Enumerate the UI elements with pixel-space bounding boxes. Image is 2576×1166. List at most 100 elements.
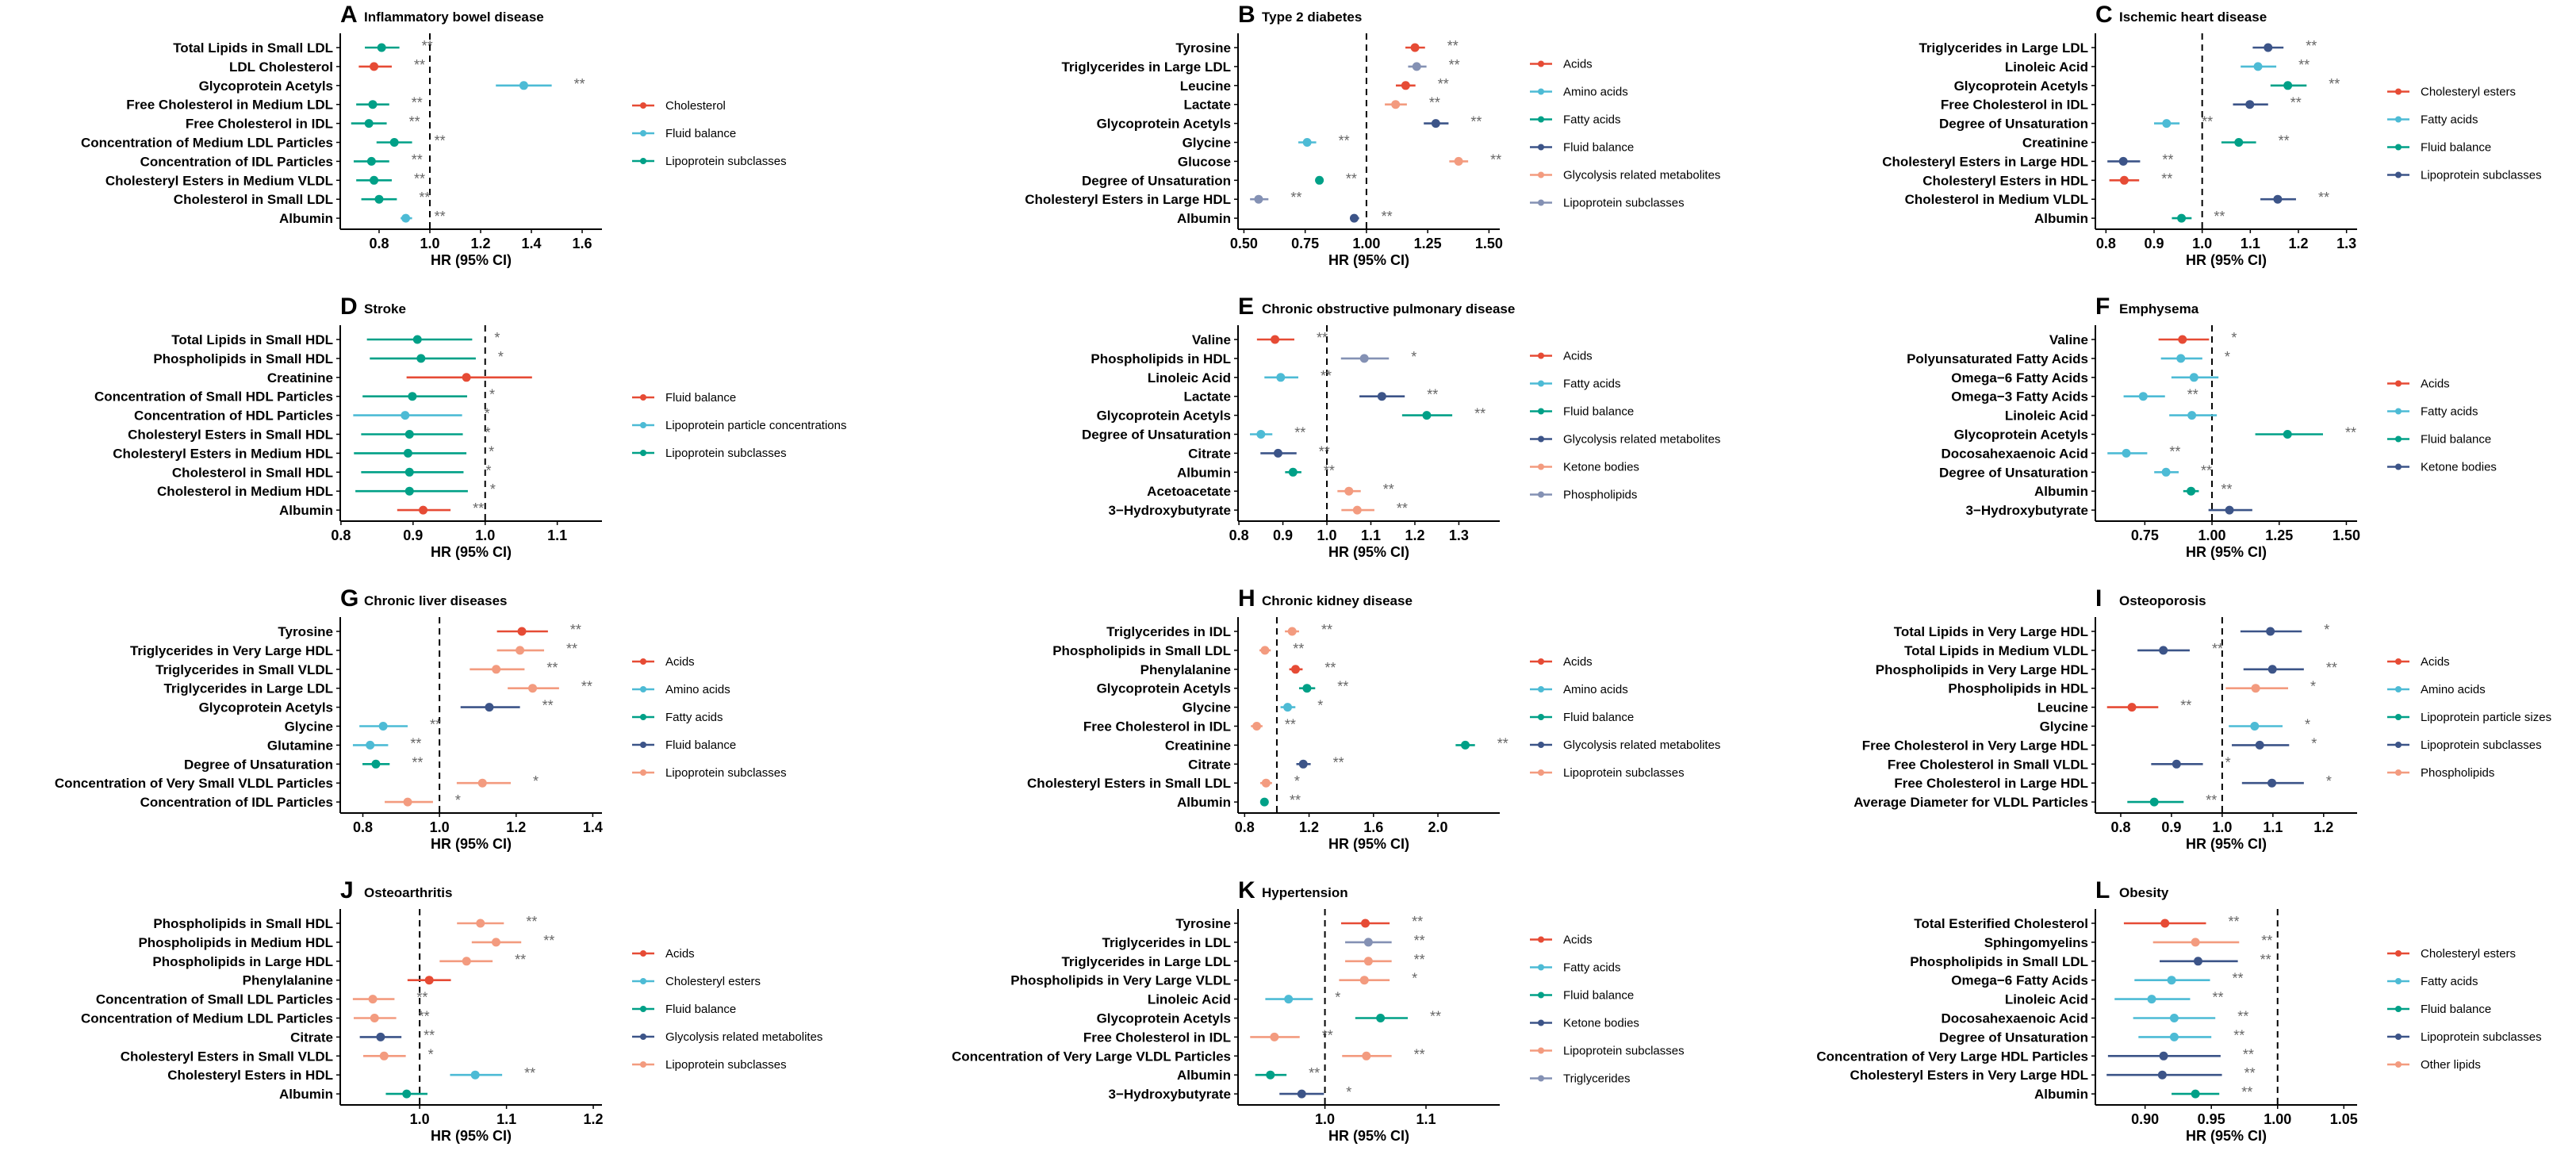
hr-point [2122, 448, 2131, 458]
legend-item: Glycolysis related metabolites [1530, 433, 1720, 447]
hr-point [519, 81, 528, 90]
significance-marker: ** [1414, 933, 1425, 949]
significance-marker: ** [542, 698, 554, 714]
legend-dot-icon [1538, 686, 1544, 692]
row-label: Triglycerides in Large LDL [1061, 59, 1231, 75]
significance-marker: ** [1490, 152, 1501, 167]
hr-point [462, 957, 471, 966]
hr-point [402, 1089, 412, 1099]
legend-label: Glycolysis related metabolites [1563, 169, 1720, 182]
hr-point [2159, 646, 2168, 655]
legend-label: Fatty acids [665, 711, 723, 724]
x-tick-label: 1.0 [430, 819, 450, 835]
hr-point [1431, 119, 1440, 128]
forest-plot-svg: B Type 2 diabetes 0.50 0.75 1.00 1.25 1.50 HR (… [1025, 2, 1720, 268]
significance-marker: ** [416, 990, 427, 1006]
row-label: Docosahexaenoic Acid [1942, 1011, 2089, 1026]
significance-marker: ** [2326, 660, 2337, 676]
hr-point [1290, 665, 1300, 674]
hr-point [424, 976, 434, 985]
hr-point [2177, 213, 2187, 223]
row-label: Linoleic Acid [2005, 992, 2088, 1007]
legend-dot-icon [2395, 435, 2402, 443]
legend-item: Acids [1530, 934, 1593, 947]
legend-item: Ketone bodies [2387, 461, 2497, 474]
significance-marker: ** [1290, 190, 1301, 205]
panel-e: E Chronic obstructive pulmonary disease 0.… [859, 290, 1720, 582]
legend-label: Acids [1563, 655, 1593, 669]
legend-dot-icon [2395, 978, 2402, 984]
legend-item: Ketone bodies [1530, 461, 1639, 474]
significance-marker: * [2311, 735, 2317, 751]
hr-point [2283, 81, 2293, 90]
hr-point [2176, 354, 2186, 363]
significance-marker: * [1346, 1084, 1351, 1100]
significance-marker: ** [1438, 76, 1449, 92]
hr-point [2191, 938, 2200, 947]
legend-item: Acids [632, 947, 695, 961]
hr-point [528, 684, 538, 693]
hr-point [462, 373, 471, 382]
x-tick-label: 1.05 [2330, 1111, 2358, 1127]
row-label: Docosahexaenoic Acid [1942, 446, 2089, 461]
hr-point [404, 467, 414, 477]
legend-dot-icon [2395, 714, 2402, 720]
significance-marker: ** [1383, 481, 1394, 497]
row-label: Cholesteryl Esters in HDL [1922, 173, 2088, 188]
row-label: Glycoprotein Acetyls [1097, 408, 1231, 424]
hr-point [1302, 684, 1312, 693]
panel-l: L Obesity 0.90 0.95 1.00 1.05 HR (95% CI) Total… [1718, 874, 2576, 1166]
hr-point [366, 740, 375, 750]
significance-marker: ** [1321, 622, 1332, 638]
legend-label: Triglycerides [1563, 1072, 1630, 1086]
row-label: Glycine [1183, 700, 1231, 715]
legend-dot-icon [1538, 964, 1544, 971]
legend-dot-icon [640, 742, 646, 748]
row-label: 3−Hydroxybutyrate [1966, 503, 2088, 518]
x-tick-label: 1.1 [2241, 236, 2260, 251]
hr-point [2193, 957, 2202, 966]
hr-point [2160, 919, 2170, 928]
row-label: Phenylalanine [243, 973, 333, 988]
hr-point [477, 778, 487, 788]
forest-plot-svg: G Chronic liver diseases 0.8 1.0 1.2 1.4 HR (9… [55, 585, 787, 852]
x-tick-label: 0.9 [403, 527, 423, 543]
hr-point [2267, 665, 2277, 674]
significance-marker: * [2324, 622, 2329, 638]
hr-point [2178, 335, 2187, 344]
row-label: Glycoprotein Acetyls [1954, 79, 2088, 94]
legend-label: Fluid balance [665, 391, 736, 405]
x-axis-label: HR (95% CI) [431, 544, 512, 560]
row-label: Concentration of Small LDL Particles [96, 992, 333, 1007]
row-label: 3−Hydroxybutyrate [1109, 503, 1231, 518]
hr-point [2234, 138, 2244, 147]
panel-title: Chronic kidney disease [1262, 593, 1413, 608]
hr-point [416, 354, 426, 363]
significance-marker: ** [422, 38, 433, 54]
row-label: Concentration of Very Large HDL Particle… [1816, 1049, 2088, 1064]
row-label: Free Cholesterol in IDL [1083, 719, 1231, 735]
row-label: Lactate [1183, 389, 1231, 405]
x-tick-label: 1.6 [573, 236, 592, 251]
legend-label: Lipoprotein subclasses [1563, 766, 1685, 780]
significance-marker: ** [2318, 190, 2329, 205]
legend-item: Fluid balance [1530, 989, 1634, 1003]
significance-marker: ** [543, 933, 554, 949]
hr-point [2283, 430, 2292, 439]
hr-point [2250, 722, 2260, 731]
legend-label: Fluid balance [665, 127, 736, 140]
significance-marker: ** [1430, 1009, 1441, 1025]
x-axis-label: HR (95% CI) [1328, 544, 1409, 560]
hr-point [1363, 938, 1373, 947]
significance-marker: * [485, 406, 490, 422]
hr-point [2159, 1051, 2168, 1061]
significance-marker: ** [412, 152, 423, 167]
legend-label: Cholesteryl esters [665, 975, 761, 988]
significance-marker: ** [1346, 171, 1357, 186]
legend-label: Fluid balance [1563, 989, 1634, 1003]
legend-dot-icon [640, 422, 646, 428]
panel-title: Obesity [2119, 885, 2169, 900]
row-label: Citrate [290, 1030, 333, 1045]
panel-title: Stroke [364, 301, 406, 316]
hr-point [1359, 976, 1369, 985]
